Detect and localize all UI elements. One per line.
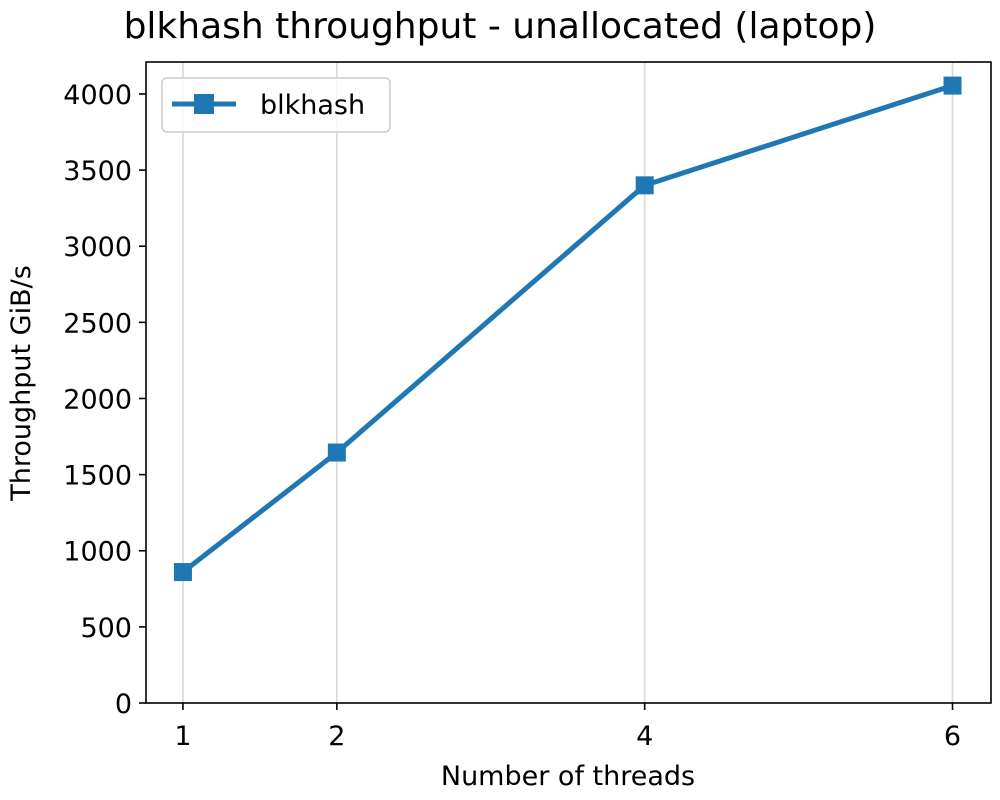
y-tick-label: 4000: [63, 80, 132, 111]
chart-title: blkhash throughput - unallocated (laptop…: [124, 6, 877, 47]
grid-lines: [182, 62, 954, 703]
y-tick-label: 3000: [63, 232, 132, 263]
y-tick-label: 2000: [63, 384, 132, 415]
x-axis-label: Number of threads: [441, 761, 695, 792]
series-line-blkhash: [181, 83, 954, 575]
legend-box: [161, 77, 391, 133]
data-point-marker: [327, 443, 346, 462]
series-layer: [173, 76, 962, 582]
x-tick-label: 1: [174, 721, 191, 752]
plot-frame: [145, 61, 992, 704]
x-tick-label: 2: [328, 721, 345, 752]
legend-label: blkhash: [260, 90, 365, 121]
y-tick-label: 1500: [63, 461, 132, 492]
data-point-marker: [943, 76, 962, 95]
x-tick-label: 6: [944, 721, 961, 752]
y-tick-label: 500: [80, 613, 132, 644]
legend-square-marker: [194, 94, 214, 114]
y-tick-label: 1000: [63, 537, 132, 568]
x-tick-label: 4: [636, 721, 653, 752]
x-axis-ticks: 1 2 4 6: [174, 703, 961, 752]
y-axis-label: Throughput GiB/s: [6, 265, 37, 502]
data-point-marker: [635, 176, 654, 195]
y-tick-label: 0: [115, 689, 132, 720]
y-tick-label: 2500: [63, 308, 132, 339]
legend: blkhash: [161, 77, 391, 133]
y-axis-ticks: 0 500 1000 1500 2000 2500 3000 3500 4000: [63, 80, 146, 720]
y-tick-label: 3500: [63, 156, 132, 187]
data-point-marker: [173, 563, 192, 582]
